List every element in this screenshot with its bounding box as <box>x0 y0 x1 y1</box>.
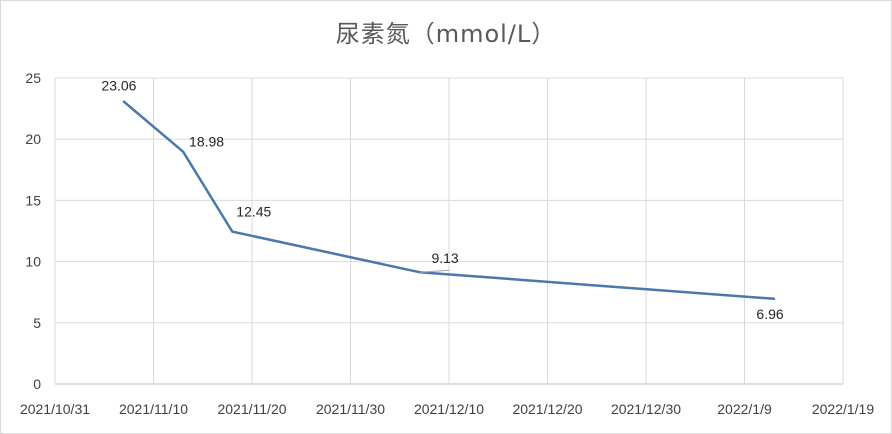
data-label: 12.45 <box>236 204 271 220</box>
x-tick-label: 2021/11/20 <box>217 401 286 417</box>
y-tick-label: 5 <box>33 315 41 331</box>
x-tick-label: 2021/12/30 <box>611 401 681 417</box>
x-tick-label: 2021/12/20 <box>512 401 582 417</box>
chart-title: 尿素氮（mmol/L） <box>335 20 557 48</box>
x-tick-label: 2021/12/10 <box>414 401 484 417</box>
data-label: 9.13 <box>431 250 458 266</box>
y-tick-label: 10 <box>25 254 41 270</box>
y-tick-label: 20 <box>25 131 41 147</box>
y-tick-label: 25 <box>25 70 41 86</box>
x-tick-label: 2022/1/9 <box>717 401 772 417</box>
y-tick-label: 15 <box>25 192 41 208</box>
x-tick-label: 2021/11/30 <box>316 401 385 417</box>
x-tick-label: 2021/10/31 <box>20 401 90 417</box>
data-label: 18.98 <box>189 134 224 150</box>
y-tick-label: 0 <box>33 376 41 392</box>
series-line <box>122 100 776 301</box>
data-label-leader <box>419 269 450 273</box>
data-label: 23.06 <box>101 78 136 94</box>
data-label: 6.96 <box>756 306 783 322</box>
x-tick-label: 2021/11/10 <box>119 401 188 417</box>
x-tick-label: 2022/1/19 <box>812 401 874 417</box>
